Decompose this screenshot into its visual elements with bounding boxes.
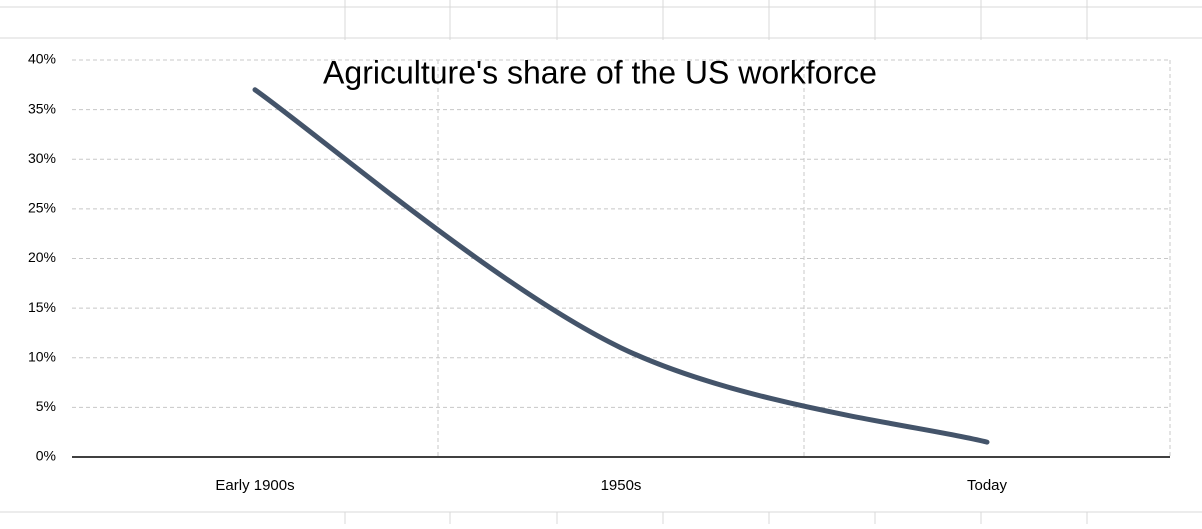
y-tick-label: 20% [28, 249, 56, 265]
y-tick-label: 35% [28, 100, 56, 116]
line-series [252, 87, 990, 445]
chart-title: Agriculture's share of the US workforce [323, 54, 877, 90]
y-tick-label: 10% [28, 348, 56, 364]
x-tick-label: 1950s [601, 477, 642, 494]
y-tick-label: 40% [28, 51, 56, 67]
chart-area [4, 40, 1194, 510]
y-tick-label: 5% [36, 398, 56, 414]
y-tick-label: 25% [28, 200, 56, 216]
x-tick-label: Today [967, 477, 1008, 494]
y-tick-label: 0% [36, 448, 56, 464]
x-tick-label: Early 1900s [215, 477, 294, 494]
y-tick-label: 30% [28, 150, 56, 166]
y-tick-label: 15% [28, 299, 56, 315]
